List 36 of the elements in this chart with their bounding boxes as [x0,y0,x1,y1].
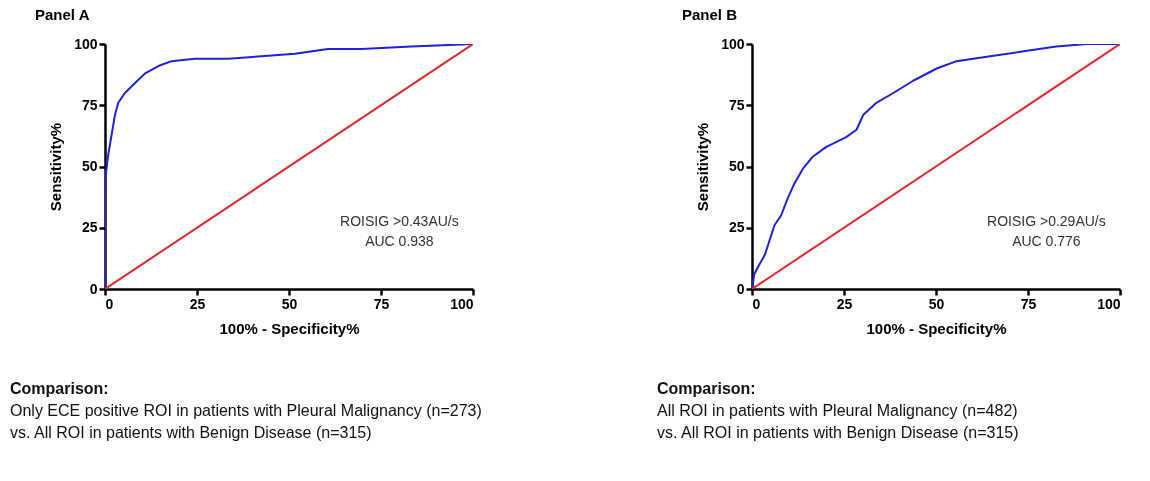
y-tick-label: 0 [89,280,98,297]
y-tick-label: 75 [728,96,745,113]
annotation: AUC 0.776 [1012,232,1081,249]
x-axis-title: 100% - Specificity% [219,319,360,337]
x-tick-label: 0 [752,295,761,312]
y-tick-label: 75 [81,96,98,113]
y-tick-label: 0 [736,280,745,297]
chart-title: Panel A [35,6,90,23]
x-axis-title: 100% - Specificity% [866,319,1007,337]
annotation: AUC 0.938 [365,232,434,249]
annotation: ROISIG >0.43AU/s [340,212,459,229]
chart-title: Panel B [682,6,738,23]
x-tick-label: 75 [1020,295,1037,312]
text: All ROI in patients with Pleural Malignancy (n=482) [657,402,1018,419]
y-tick-label: 100 [74,35,98,52]
x-tick-label: 25 [189,295,206,312]
y-tick-label: 25 [728,219,745,236]
x-tick-label: 75 [373,295,390,312]
y-axis-title: Sensitivity% [47,122,65,212]
x-tick-label: 25 [836,295,853,312]
y-tick-label: 100 [721,35,745,52]
y-tick-label: 50 [728,158,745,174]
text: vs. All ROI in patients with Benign Disease (n=315) [10,424,372,441]
x-tick-label: 100 [450,295,474,312]
x-tick-label: 0 [105,295,114,312]
x-tick-label: 100 [1097,295,1121,312]
y-tick-label: 50 [81,158,98,174]
y-tick-label: 25 [81,219,98,236]
x-tick-label: 50 [281,295,298,312]
x-tick-label: 50 [928,295,945,312]
text: Only ECE positive ROI in patients with Pleural Malignancy (n=273) [10,402,482,419]
text: Comparison: [657,380,756,397]
text: vs. All ROI in patients with Benign Disease (n=315) [657,424,1019,441]
annotation: ROISIG >0.29AU/s [987,212,1106,229]
y-axis-title: Sensitivity% [694,122,712,212]
text: Comparison: [10,380,109,397]
